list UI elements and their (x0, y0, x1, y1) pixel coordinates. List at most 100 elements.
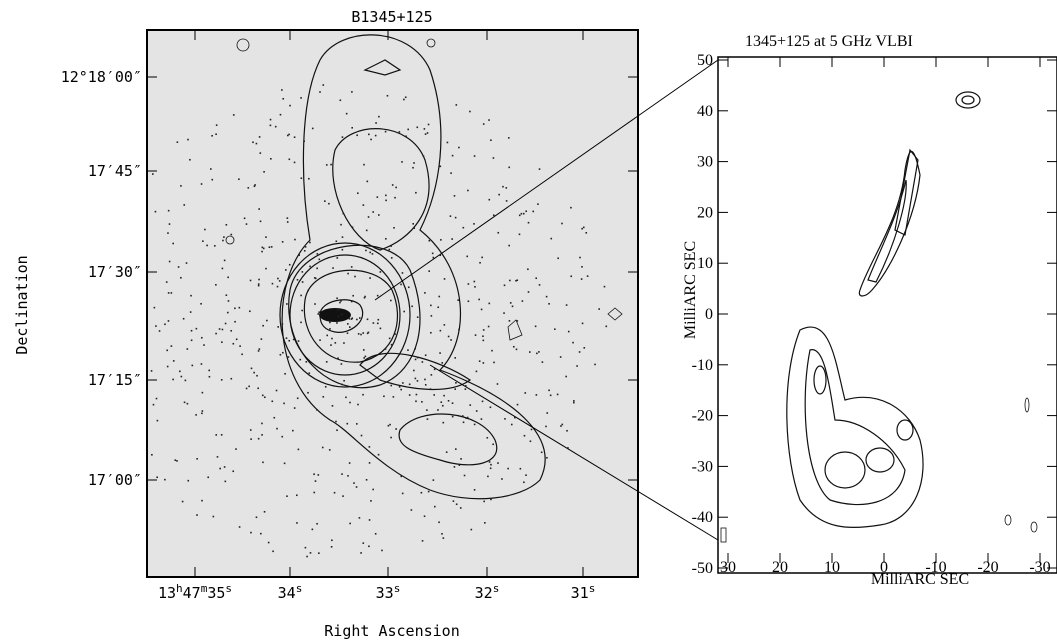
noise-speck (481, 400, 484, 403)
noise-speck (313, 277, 316, 279)
noise-speck (554, 328, 556, 331)
noise-speck (238, 178, 240, 181)
noise-speck (227, 276, 229, 279)
noise-speck (576, 365, 578, 367)
noise-speck (270, 158, 272, 160)
noise-speck (518, 214, 521, 217)
noise-speck (390, 257, 393, 259)
noise-speck (603, 285, 606, 288)
noise-speck (439, 165, 442, 168)
noise-speck (379, 327, 382, 330)
noise-speck (578, 351, 581, 353)
noise-speck (451, 154, 454, 157)
noise-speck (342, 212, 345, 215)
noise-speck (311, 528, 314, 531)
noise-speck (415, 400, 417, 403)
noise-speck (395, 186, 397, 189)
noise-speck (346, 332, 349, 334)
noise-speck (187, 138, 189, 141)
noise-speck (534, 325, 537, 328)
y-axis-label: Declination (13, 255, 31, 354)
noise-speck (325, 361, 328, 363)
noise-speck (358, 517, 361, 519)
noise-speck (288, 339, 291, 342)
noise-speck (404, 96, 407, 99)
noise-speck (432, 479, 435, 481)
x-tick-label-part: s (394, 582, 401, 595)
noise-speck (186, 348, 189, 350)
noise-speck (150, 370, 153, 372)
noise-speck (238, 526, 241, 528)
noise-speck (378, 214, 380, 216)
noise-speck (230, 233, 233, 236)
noise-speck (413, 227, 416, 229)
noise-speck (336, 309, 339, 311)
noise-speck (279, 113, 282, 116)
noise-speck (336, 429, 338, 432)
noise-speck (469, 404, 472, 406)
noise-speck (480, 308, 483, 311)
noise-speck (331, 405, 334, 407)
noise-speck (262, 324, 264, 327)
noise-speck (581, 266, 583, 268)
x-tick-label: 13h47m35s (158, 582, 232, 602)
x-tick-label-part: s (296, 582, 303, 595)
noise-speck (455, 448, 457, 450)
noise-speck (328, 449, 331, 451)
noise-speck (324, 385, 327, 388)
noise-speck (462, 421, 465, 424)
noise-speck (297, 448, 300, 451)
noise-speck (497, 462, 499, 464)
noise-speck (152, 403, 155, 406)
noise-speck (414, 377, 417, 380)
noise-speck (223, 466, 226, 468)
noise-speck (351, 226, 354, 229)
noise-speck (430, 331, 432, 334)
noise-speck (221, 267, 224, 270)
noise-speck (432, 256, 435, 259)
y-tick-label: 0 (705, 306, 713, 323)
noise-speck (442, 421, 445, 424)
noise-speck (341, 383, 343, 386)
noise-speck (271, 400, 274, 403)
noise-speck (282, 351, 284, 354)
x-tick-label-part: m (201, 582, 208, 595)
noise-speck (454, 388, 457, 390)
noise-speck (538, 168, 541, 170)
noise-speck (319, 339, 321, 341)
noise-speck (479, 261, 481, 264)
noise-speck (362, 542, 365, 544)
noise-speck (605, 325, 608, 328)
noise-speck (458, 464, 461, 466)
y-tick-label: 17′45″ (88, 162, 142, 180)
noise-speck (446, 141, 449, 144)
noise-speck (301, 281, 304, 283)
noise-speck (374, 532, 377, 535)
noise-speck (196, 514, 198, 516)
noise-speck (508, 166, 511, 169)
noise-speck (463, 474, 466, 477)
noise-speck (438, 295, 441, 298)
noise-speck (224, 322, 227, 325)
noise-speck (374, 134, 377, 137)
noise-speck (442, 537, 445, 539)
noise-speck (309, 552, 312, 554)
noise-speck (403, 310, 405, 313)
noise-speck (164, 323, 166, 326)
noise-speck (303, 140, 305, 143)
noise-speck (482, 362, 485, 364)
noise-speck (561, 423, 564, 426)
noise-speck (400, 475, 403, 478)
x-tick-label: 0 (880, 559, 888, 576)
noise-speck (379, 271, 382, 273)
noise-speck (260, 338, 263, 340)
noise-speck (234, 307, 236, 310)
noise-speck (271, 282, 274, 285)
noise-speck (300, 321, 302, 324)
noise-speck (333, 491, 336, 494)
noise-speck (183, 401, 186, 404)
noise-speck (421, 540, 424, 542)
noise-speck (155, 325, 157, 327)
noise-speck (345, 396, 347, 399)
noise-speck (330, 545, 333, 548)
